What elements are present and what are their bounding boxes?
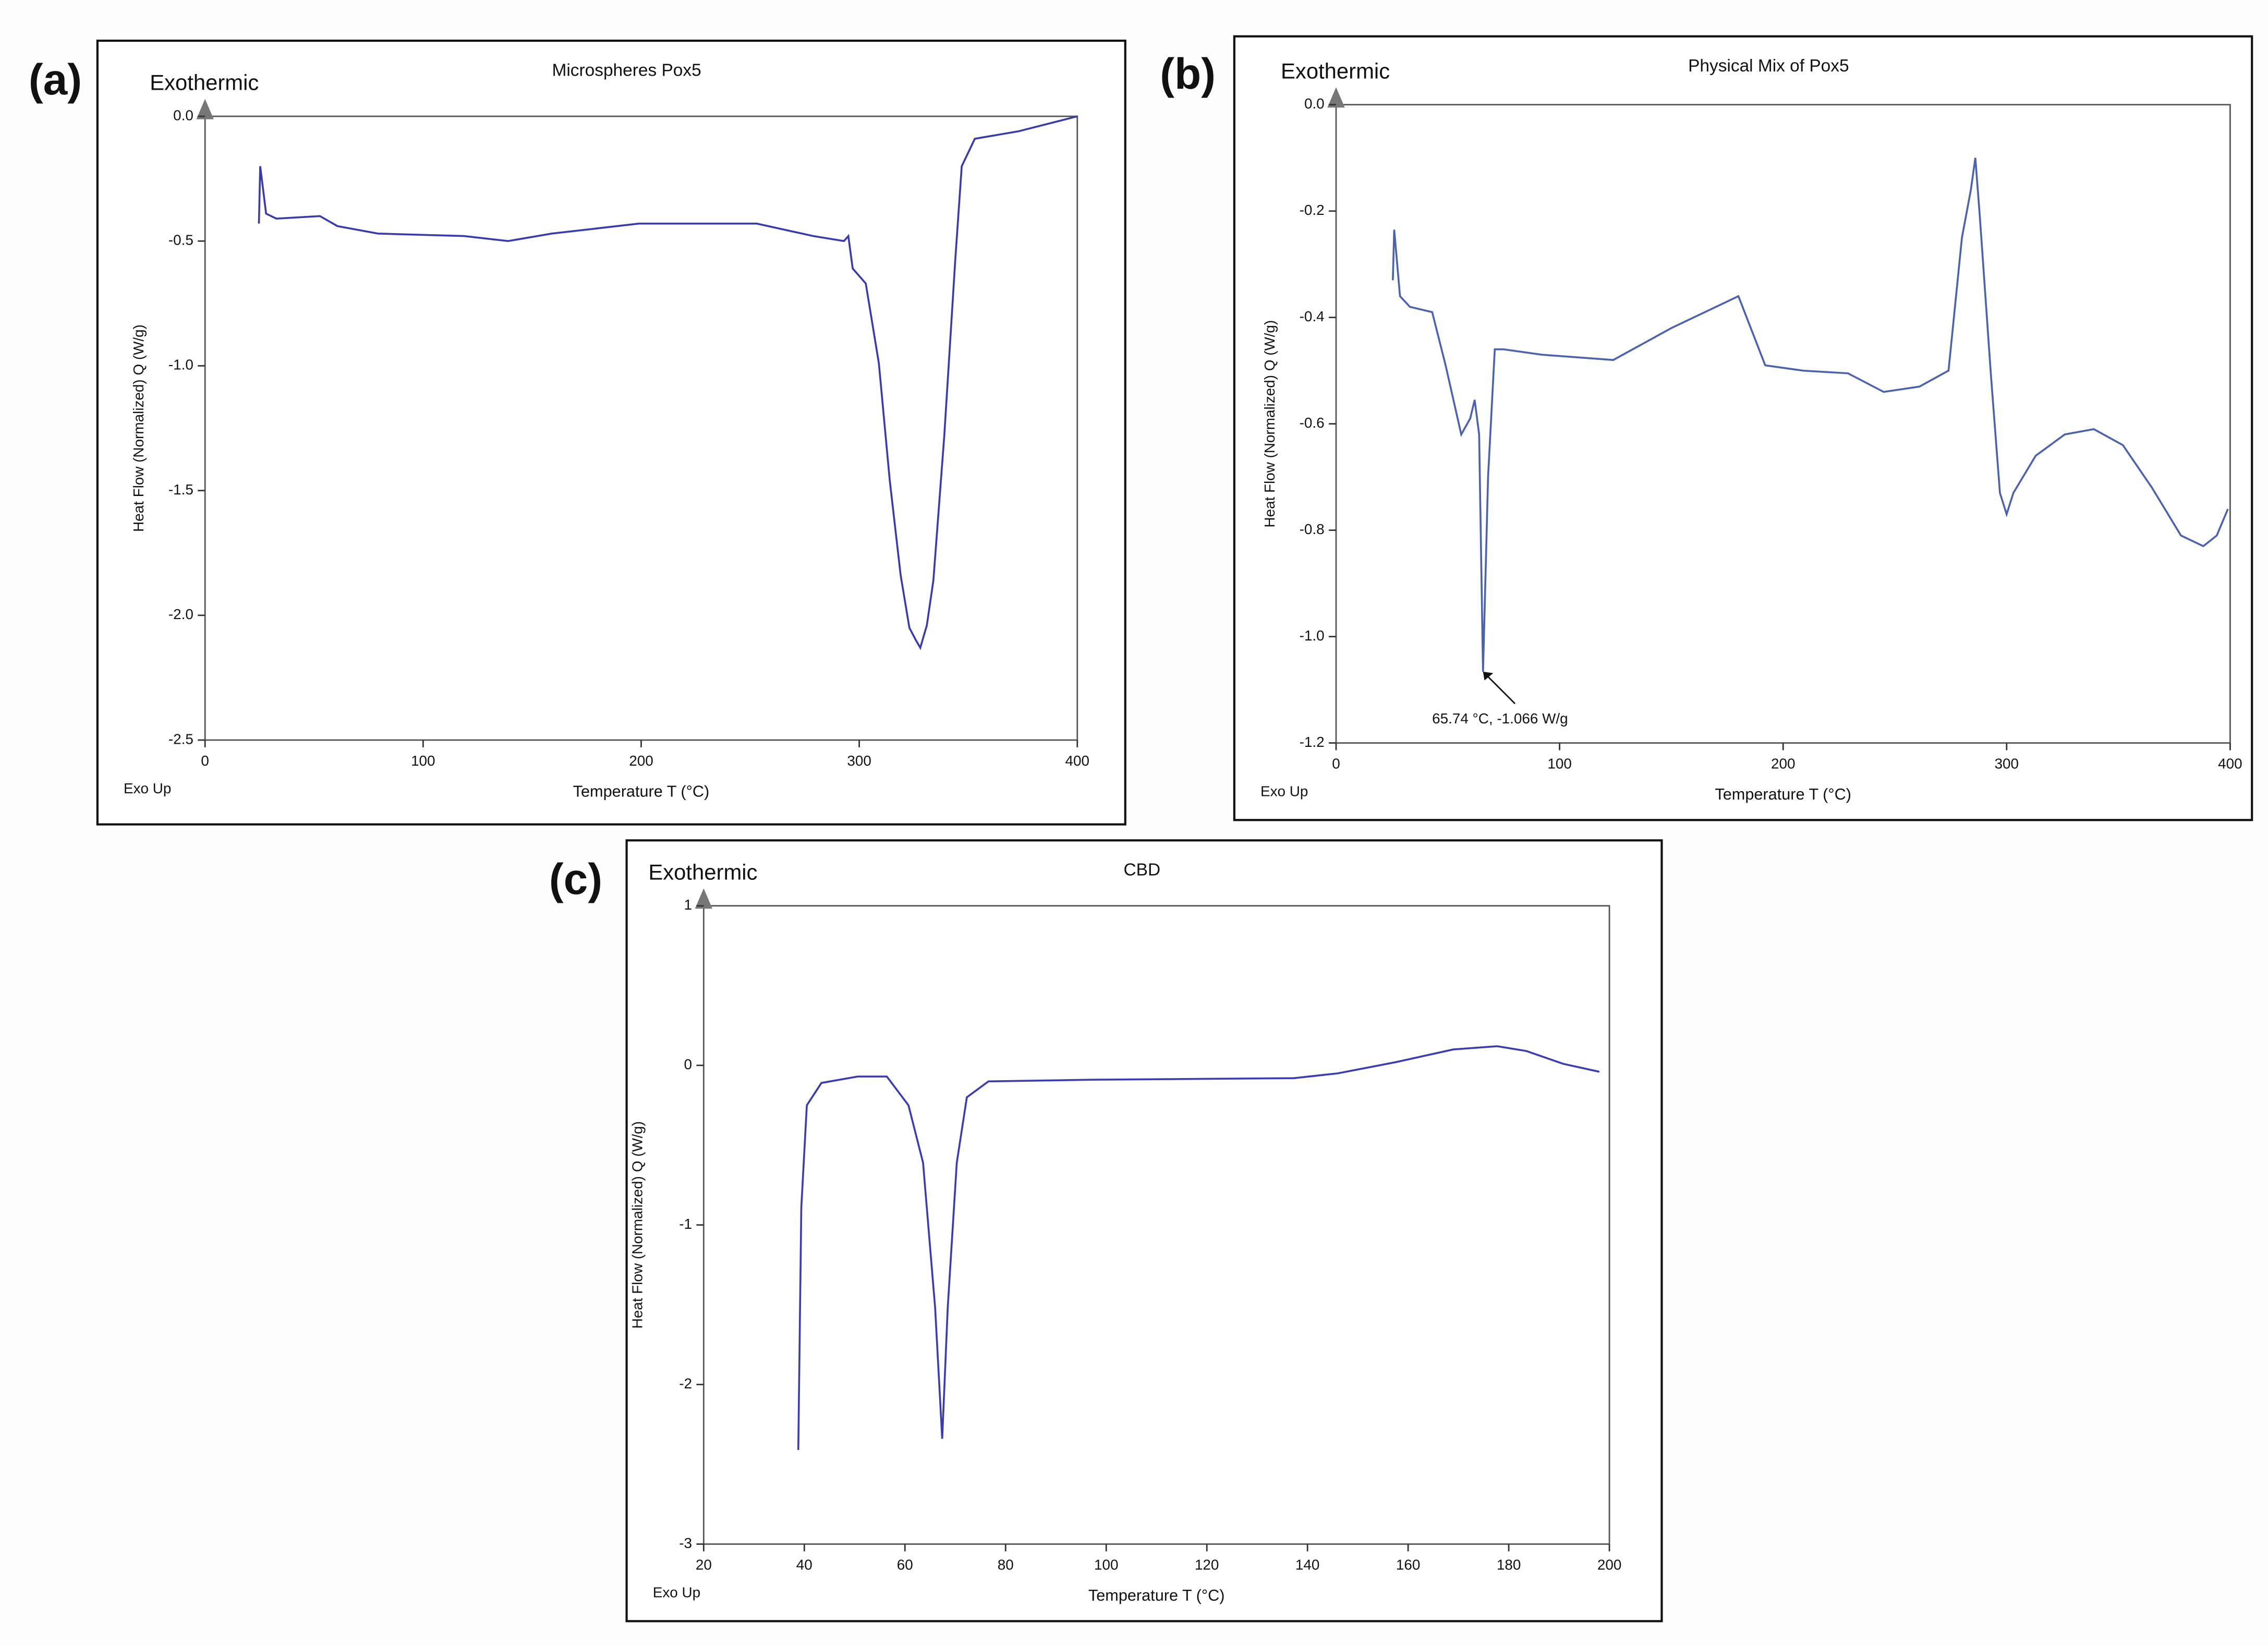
corner-label: Exothermic (1281, 58, 1390, 83)
x-tick-label: 0 (1332, 756, 1340, 772)
x-axis-label: Temperature T (°C) (1088, 1587, 1225, 1604)
y-tick-label: -0.4 (1300, 308, 1325, 324)
y-tick-label: 0 (684, 1056, 693, 1072)
axis-arrow (1327, 87, 1345, 108)
footer-label: Exo Up (653, 1584, 700, 1601)
x-tick-label: 100 (411, 753, 435, 769)
y-tick-label: -1 (679, 1216, 692, 1232)
data-line (797, 1045, 1600, 1450)
y-tick-label: -1.0 (168, 357, 193, 373)
panel-frame (1233, 35, 2253, 821)
y-tick-label: -0.5 (168, 232, 193, 248)
footer-label: Exo Up (1260, 783, 1308, 800)
x-tick-label: 180 (1497, 1557, 1521, 1573)
x-tick-label: 20 (696, 1557, 712, 1573)
annotation-arrow (1484, 672, 1516, 705)
annotation-arrowhead (1483, 671, 1494, 681)
x-tick-label: 0 (201, 753, 209, 769)
x-tick-label: 100 (1094, 1557, 1118, 1573)
y-tick-label: -2.5 (168, 731, 193, 747)
chart-title: Physical Mix of Pox5 (1688, 56, 1849, 76)
y-tick-label: -2 (679, 1375, 692, 1392)
y-tick-label: 0.0 (1304, 95, 1325, 112)
panel-label: (b) (1160, 49, 1216, 98)
y-tick-label: -3 (679, 1535, 692, 1551)
y-tick-label: -2.0 (168, 606, 193, 622)
footer-label: Exo Up (124, 780, 171, 796)
x-tick-label: 120 (1195, 1557, 1219, 1573)
chart-title: CBD (1124, 861, 1161, 880)
panel-frame (625, 839, 1663, 1623)
y-tick-label: -0.6 (1300, 415, 1325, 431)
x-tick-label: 80 (998, 1557, 1014, 1573)
y-tick-label: 1 (684, 897, 693, 913)
y-tick-label: -1.2 (1300, 734, 1325, 750)
x-tick-label: 100 (1547, 756, 1571, 772)
x-tick-label: 60 (897, 1557, 913, 1573)
x-tick-label: 200 (1771, 756, 1795, 772)
y-tick-label: -0.2 (1300, 202, 1325, 218)
y-axis-label: Heat Flow (Normalized) Q (W/g) (1262, 320, 1278, 528)
annotation: 65.74 °C, -1.066 W/g (1432, 710, 1568, 727)
data-line (258, 115, 1078, 650)
x-tick-label: 300 (1995, 756, 2019, 772)
panel-frame (96, 39, 1126, 826)
x-axis-label: Temperature T (°C) (1715, 785, 1851, 803)
y-tick-label: -1.0 (1300, 627, 1325, 644)
y-axis-label: Heat Flow (Normalized) Q (W/g) (629, 1121, 645, 1329)
axis-arrow (196, 99, 214, 119)
x-tick-label: 140 (1295, 1557, 1319, 1573)
x-tick-label: 400 (1065, 753, 1089, 769)
y-tick-label: -1.5 (168, 481, 193, 498)
corner-label: Exothermic (648, 860, 757, 884)
x-tick-label: 400 (2218, 756, 2242, 772)
y-tick-label: -0.8 (1300, 521, 1325, 537)
corner-label: Exothermic (150, 70, 259, 95)
axis-arrow (695, 888, 713, 909)
panel-label: (c) (549, 854, 602, 903)
data-line (1392, 158, 2229, 672)
y-tick-label: 0.0 (173, 107, 193, 123)
x-tick-label: 300 (847, 753, 871, 769)
x-tick-label: 200 (1597, 1557, 1621, 1573)
x-tick-label: 160 (1396, 1557, 1420, 1573)
panel-label: (a) (29, 55, 82, 104)
x-tick-label: 200 (629, 753, 653, 769)
x-tick-label: 40 (796, 1557, 812, 1573)
chart-title: Microspheres Pox5 (552, 61, 701, 80)
x-axis-label: Temperature T (°C) (573, 782, 710, 800)
y-axis-label: Heat Flow (Normalized) Q (W/g) (130, 324, 147, 532)
